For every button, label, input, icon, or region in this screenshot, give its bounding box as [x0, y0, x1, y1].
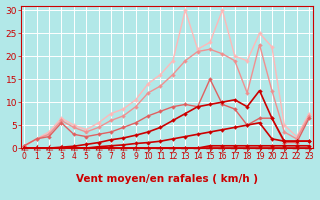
X-axis label: Vent moyen/en rafales ( km/h ): Vent moyen/en rafales ( km/h )	[76, 174, 258, 184]
